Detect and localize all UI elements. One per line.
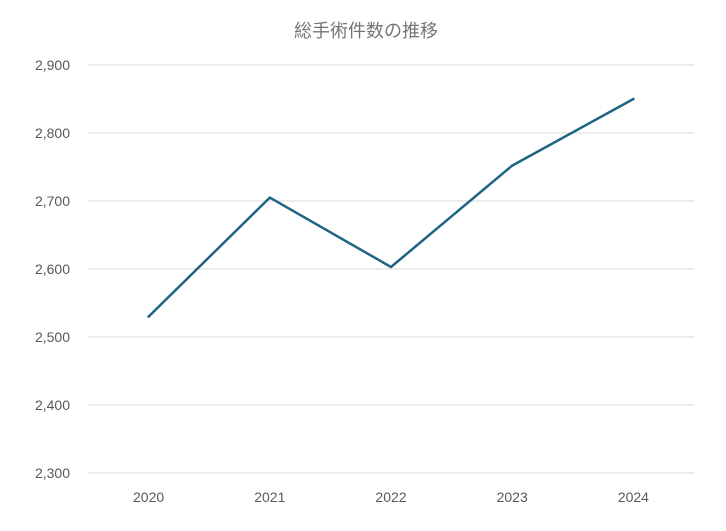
data-point — [389, 265, 393, 269]
x-tick-label: 2024 — [618, 489, 649, 505]
x-tick-label: 2022 — [375, 489, 406, 505]
y-tick-label: 2,400 — [35, 397, 70, 413]
y-tick-label: 2,800 — [35, 125, 70, 141]
series-group — [147, 97, 635, 318]
y-tick-label: 2,900 — [35, 57, 70, 73]
x-tick-label: 2020 — [133, 489, 164, 505]
y-tick-label: 2,700 — [35, 193, 70, 209]
y-tick-label: 2,300 — [35, 465, 70, 481]
series-line — [147, 97, 635, 318]
y-axis-ticks: 2,300 2,400 2,500 2,600 2,700 2,800 2,900 — [35, 57, 70, 481]
y-tick-label: 2,600 — [35, 261, 70, 277]
data-point — [632, 97, 635, 101]
x-tick-label: 2023 — [497, 489, 528, 505]
x-axis-ticks: 2020 2021 2022 2023 2024 — [133, 489, 649, 505]
chart-title: 総手術件数の推移 — [294, 21, 438, 42]
data-point — [147, 315, 150, 318]
gridlines — [88, 64, 694, 474]
data-point — [511, 164, 514, 167]
x-tick-label: 2021 — [254, 489, 285, 505]
data-point — [268, 196, 271, 199]
y-tick-label: 2,500 — [35, 329, 70, 345]
